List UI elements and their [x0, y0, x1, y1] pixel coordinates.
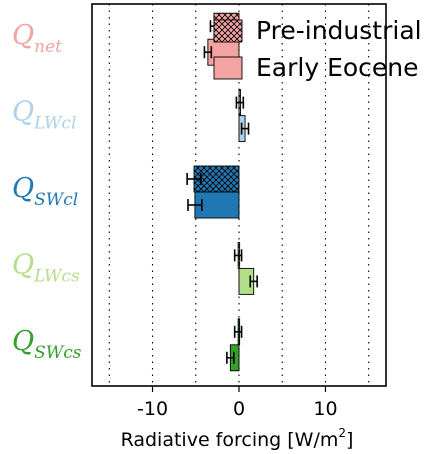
- legend: Pre-industrial Early Eocene: [213, 16, 422, 82]
- x-tick-label: 10: [313, 398, 337, 420]
- category-labels: Qnet QLWcl QSWcl QLWcs QSWcs: [12, 20, 82, 363]
- x-tick-label: 0: [233, 398, 245, 420]
- category-label-swcl: QSWcl: [12, 173, 78, 210]
- category-label-lwcs: QLWcs: [12, 249, 80, 286]
- x-ticks: -10 0 10: [137, 386, 338, 420]
- legend-label: Pre-industrial: [256, 16, 422, 45]
- x-axis-label: Radiative forcing [W/m2]: [121, 426, 354, 451]
- category-label-net: Qnet: [12, 20, 62, 57]
- legend-swatch: [213, 56, 243, 80]
- legend-label: Early Eocene: [256, 53, 419, 82]
- category-label-swcs: QSWcs: [12, 326, 82, 363]
- x-tick-label: -10: [137, 398, 168, 420]
- category-label-lwcl: QLWcl: [12, 97, 76, 134]
- legend-swatch-hatch: [214, 20, 242, 42]
